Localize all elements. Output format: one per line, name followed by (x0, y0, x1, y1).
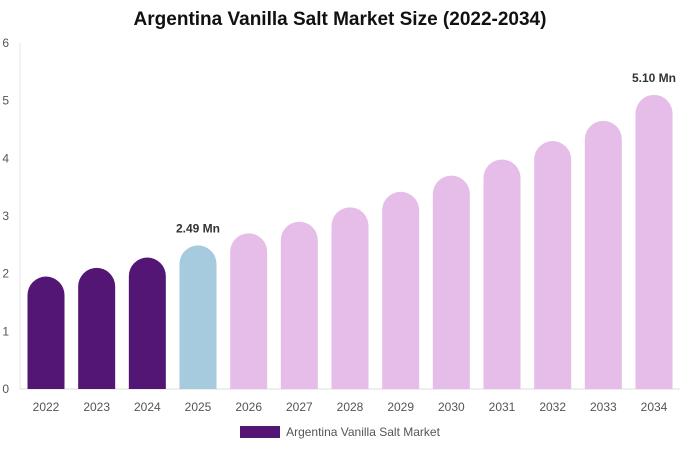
legend-label: Argentina Vanilla Salt Market (286, 425, 440, 439)
bar-2029[interactable] (382, 191, 420, 389)
bar-2030[interactable] (432, 175, 470, 389)
x-tick-label: 2033 (590, 400, 617, 414)
y-tick-label: 5 (2, 94, 9, 108)
data-label-2034: 5.10 Mn (632, 71, 676, 85)
bar-2034[interactable] (635, 94, 673, 390)
y-tick-label: 4 (2, 151, 9, 165)
data-label-2025: 2.49 Mn (176, 221, 220, 235)
bar-2026[interactable] (230, 233, 268, 389)
x-tick-label: 2029 (387, 400, 414, 414)
bar-2031[interactable] (483, 159, 521, 389)
x-tick-label: 2026 (235, 400, 262, 414)
x-tick-label: 2032 (539, 400, 566, 414)
bar-2028[interactable] (331, 207, 369, 389)
bar-2022[interactable] (27, 276, 65, 389)
x-tick-label: 2034 (641, 400, 668, 414)
bar-2023[interactable] (78, 267, 116, 389)
y-tick-label: 1 (2, 324, 9, 338)
x-tick-label: 2025 (185, 400, 212, 414)
x-tick-label: 2028 (337, 400, 364, 414)
bar-2027[interactable] (280, 221, 318, 389)
x-tick-label: 2023 (83, 400, 110, 414)
y-tick-label: 6 (2, 36, 9, 50)
bar-2025[interactable] (179, 245, 217, 389)
legend-swatch (240, 426, 281, 438)
legend[interactable]: Argentina Vanilla Salt Market (0, 425, 680, 439)
y-tick-label: 2 (2, 267, 9, 281)
bar-2032[interactable] (534, 141, 572, 389)
x-tick-label: 2022 (33, 400, 60, 414)
x-tick-label: 2030 (438, 400, 465, 414)
y-tick-label: 0 (2, 382, 9, 396)
x-tick-label: 2031 (489, 400, 516, 414)
chart-title: Argentina Vanilla Salt Market Size (2022… (133, 9, 547, 30)
bar-2033[interactable] (584, 120, 622, 390)
bar-2024[interactable] (128, 257, 166, 389)
x-tick-label: 2024 (134, 400, 161, 414)
y-tick-label: 3 (2, 209, 9, 223)
x-tick-label: 2027 (286, 400, 313, 414)
